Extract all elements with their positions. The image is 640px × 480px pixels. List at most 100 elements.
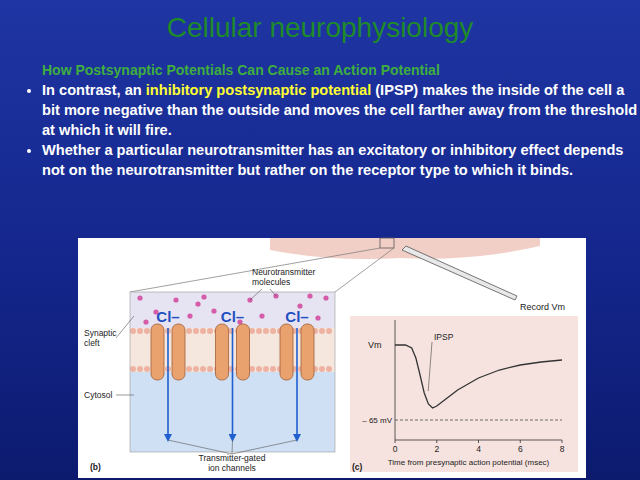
lipid-head	[130, 366, 136, 372]
cytosol-label: Cytosol	[84, 390, 112, 400]
x-tick-label: 4	[476, 444, 481, 454]
lipid-head	[256, 366, 262, 372]
lipid-head	[137, 328, 143, 334]
lipid-head	[270, 328, 276, 334]
lipid-head	[263, 328, 269, 334]
lipid-head	[193, 366, 199, 372]
bullet-text: inhibitory postsynaptic potential	[146, 82, 371, 98]
annotation-line	[428, 342, 432, 391]
channel-subunit	[216, 324, 229, 380]
neurotransmitter-molecule	[137, 295, 142, 300]
neurotransmitter-molecule	[259, 313, 264, 318]
bullet-text: Whether a particular neurotransmitter ha…	[42, 142, 623, 178]
bullet-list: In contrast, an inhibitory postsynaptic …	[24, 80, 640, 180]
pointer-line	[270, 289, 276, 296]
ion-label: Cl–	[156, 308, 179, 325]
x-tick	[562, 440, 563, 443]
lipid-head	[326, 328, 332, 334]
figure-background	[78, 238, 586, 478]
channel-subunit	[280, 324, 293, 380]
channel-subunit	[237, 324, 250, 380]
annotation: IPSP	[434, 332, 454, 342]
lipid-head	[200, 328, 206, 334]
y-tick-label: – 65 mV	[362, 416, 392, 425]
title: Cellular neurophysiology	[0, 12, 640, 44]
ion-flow-arrow	[296, 328, 298, 438]
molecules-label-line: molecules	[252, 277, 290, 287]
vm-trace	[395, 345, 562, 408]
y-axis-label: Vm	[368, 340, 382, 350]
x-tick	[478, 440, 479, 443]
figure: Record VmCl–Cl–Cl–SynapticcleftCytosolNe…	[0, 0, 640, 480]
electrode	[402, 246, 517, 300]
slide: {"slide": {"title": "Cellular neurophysi…	[0, 0, 640, 480]
ion-flow-arrow	[232, 328, 234, 438]
neurotransmitter-molecule	[323, 295, 328, 300]
lipid-head	[144, 366, 150, 372]
panel-c-label: (c)	[352, 462, 363, 472]
bullet: In contrast, an inhibitory postsynaptic …	[42, 80, 640, 140]
channel-subunit	[172, 324, 185, 380]
zoom-box	[380, 238, 394, 248]
channels-label-line: Transmitter-gated	[199, 453, 266, 463]
lipid-head	[207, 366, 213, 372]
x-tick-label: 0	[393, 444, 398, 454]
cleft-label-line: cleft	[84, 338, 100, 348]
channel-subunit	[301, 324, 314, 380]
lipid-head	[326, 366, 332, 372]
bullet: Whether a particular neurotransmitter ha…	[42, 140, 640, 180]
x-tick-label: 6	[518, 444, 523, 454]
ion-label: Cl–	[285, 308, 308, 325]
panel-b	[130, 292, 335, 452]
lipid-head	[144, 328, 150, 334]
neurotransmitter-molecule	[143, 319, 148, 324]
bullet-text: In contrast, an	[42, 82, 146, 98]
zoom-line	[335, 248, 394, 292]
panel-b-label: (b)	[90, 462, 101, 472]
channels-label: Transmitter-gatedion channels	[199, 453, 266, 473]
lipid-head	[200, 366, 206, 372]
neurotransmitter-molecule	[315, 315, 320, 320]
y-reference-line	[395, 420, 562, 421]
plot-marks	[395, 345, 562, 408]
x-tick-label: 2	[434, 444, 439, 454]
x-tick	[520, 440, 521, 443]
pointer-line	[116, 395, 134, 396]
channel-subunit	[151, 324, 164, 380]
pointer-line	[232, 440, 234, 454]
pointer-line	[232, 440, 297, 454]
neurotransmitter-molecule	[173, 297, 178, 302]
lipid-head	[319, 328, 325, 334]
lipid-head	[186, 366, 192, 372]
lipid-head	[186, 328, 192, 334]
synaptic-cleft	[130, 292, 335, 328]
molecules-label-line: Neurotransmitter	[252, 267, 315, 277]
neurotransmitter-molecule	[307, 293, 312, 298]
y-axis	[395, 320, 396, 440]
channels-label-line: ion channels	[208, 463, 256, 473]
lipid-head	[256, 328, 262, 334]
plot-background	[350, 316, 578, 472]
ion-label: Cl–	[221, 308, 244, 325]
zoom-line	[130, 248, 380, 292]
neurotransmitter-molecule	[201, 294, 206, 299]
x-tick-label: 8	[560, 444, 565, 454]
lipid-head	[319, 366, 325, 372]
cleft-label-line: Synaptic	[84, 328, 117, 338]
ion-flow-arrow	[167, 328, 169, 438]
lipid-head	[207, 328, 213, 334]
lipid-head	[270, 366, 276, 372]
x-tick	[395, 440, 396, 443]
neurotransmitter-molecule	[211, 308, 216, 313]
neurotransmitter-molecule	[195, 301, 200, 306]
lipid-head	[137, 366, 143, 372]
panel-b-frame	[130, 292, 335, 452]
subtitle: How Postsynaptic Potentials Can Cause an…	[42, 62, 440, 78]
molecules-label: Neurotransmittermolecules	[252, 267, 315, 287]
x-tick	[436, 440, 437, 443]
cleft-label: Synapticcleft	[84, 328, 117, 348]
pointer-line	[250, 289, 262, 300]
pointer-line	[116, 316, 134, 338]
lipid-head	[263, 366, 269, 372]
neurotransmitter-molecule	[187, 313, 192, 318]
